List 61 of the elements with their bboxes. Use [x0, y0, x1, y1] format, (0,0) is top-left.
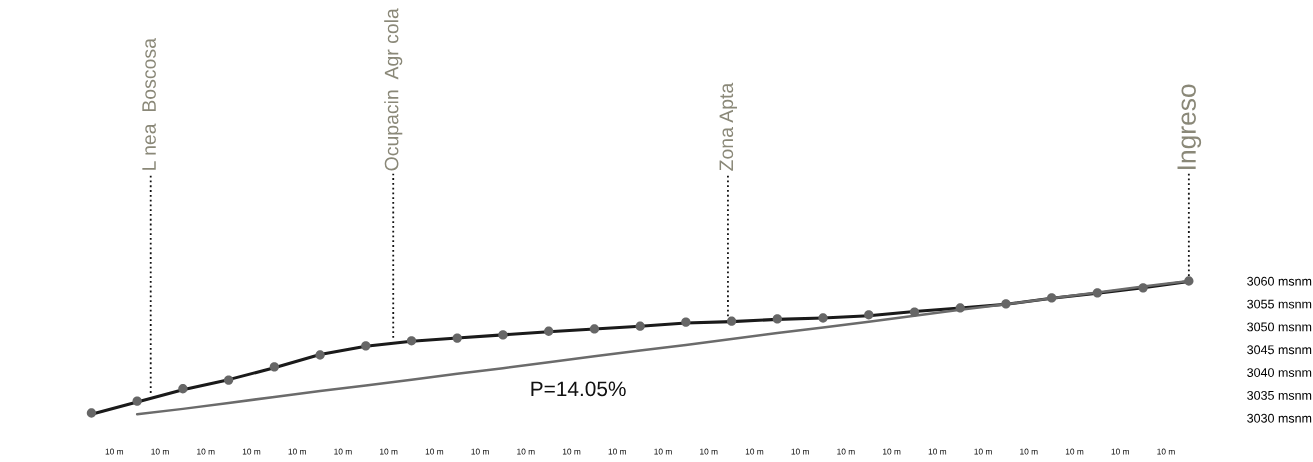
text: 10 m: [928, 448, 947, 455]
text: 10 m: [288, 448, 306, 455]
text: 10 m: [197, 448, 215, 455]
point: [772, 314, 782, 324]
text: 10 m: [471, 448, 489, 455]
text: 10 m: [105, 448, 124, 455]
point: [178, 384, 188, 394]
text: 10 m: [1157, 448, 1175, 455]
point: [269, 362, 280, 372]
point: [955, 303, 965, 313]
text: 10 m: [745, 448, 764, 455]
point: [132, 396, 142, 406]
annotation: P=14.05%: [531, 381, 626, 397]
text: 10 m: [883, 448, 901, 455]
text: Ingreso: [1177, 84, 1202, 169]
text: 10 m: [562, 448, 581, 455]
y-tick-label: 3050 msnm: [1247, 322, 1312, 332]
point: [315, 350, 325, 360]
point: [1092, 288, 1103, 298]
text: 10 m: [1020, 448, 1038, 455]
point: [1047, 293, 1057, 303]
point: [864, 310, 874, 320]
y-tick-label: 3045 msnm: [1247, 345, 1312, 355]
text: 10 m: [380, 448, 398, 455]
text: 10 m: [151, 448, 169, 455]
point: [223, 375, 234, 385]
point: [589, 324, 600, 334]
y-tick-label: 3060 msnm: [1247, 276, 1312, 286]
text: 10 m: [837, 448, 855, 455]
point: [86, 408, 97, 418]
text: 10 m: [1111, 448, 1129, 455]
point: [498, 330, 508, 340]
text: 10 m: [608, 448, 626, 455]
text: Zona Apta: [719, 82, 737, 171]
point: [544, 326, 554, 336]
text: 10 m: [425, 448, 444, 455]
text: 10 m: [517, 448, 535, 455]
point: [361, 341, 371, 351]
point: [452, 333, 462, 343]
point: [909, 307, 920, 317]
text: 10 m: [791, 448, 809, 455]
text: Ocupacin Agr cola: [384, 8, 403, 171]
y-tick-label: 3030 msnm: [1247, 413, 1312, 423]
text: 10 m: [700, 448, 718, 455]
y-tick-label: 3040 msnm: [1247, 368, 1312, 377]
text: 10 m: [242, 448, 261, 455]
point: [726, 316, 737, 326]
y-tick-label: 3055 msnm: [1247, 299, 1312, 309]
y-tick-label: 3035 msnm: [1247, 390, 1312, 400]
text: 10 m: [334, 448, 352, 455]
text: L nea Boscosa: [142, 38, 156, 170]
point: [1184, 276, 1194, 286]
point: [681, 317, 691, 327]
point: [406, 336, 417, 346]
point: [1138, 283, 1148, 293]
text: 10 m: [654, 448, 672, 455]
point: [635, 321, 645, 331]
text: 10 m: [974, 448, 992, 455]
point: [1001, 299, 1011, 309]
text: 10 m: [1065, 448, 1084, 455]
point: [818, 313, 828, 323]
